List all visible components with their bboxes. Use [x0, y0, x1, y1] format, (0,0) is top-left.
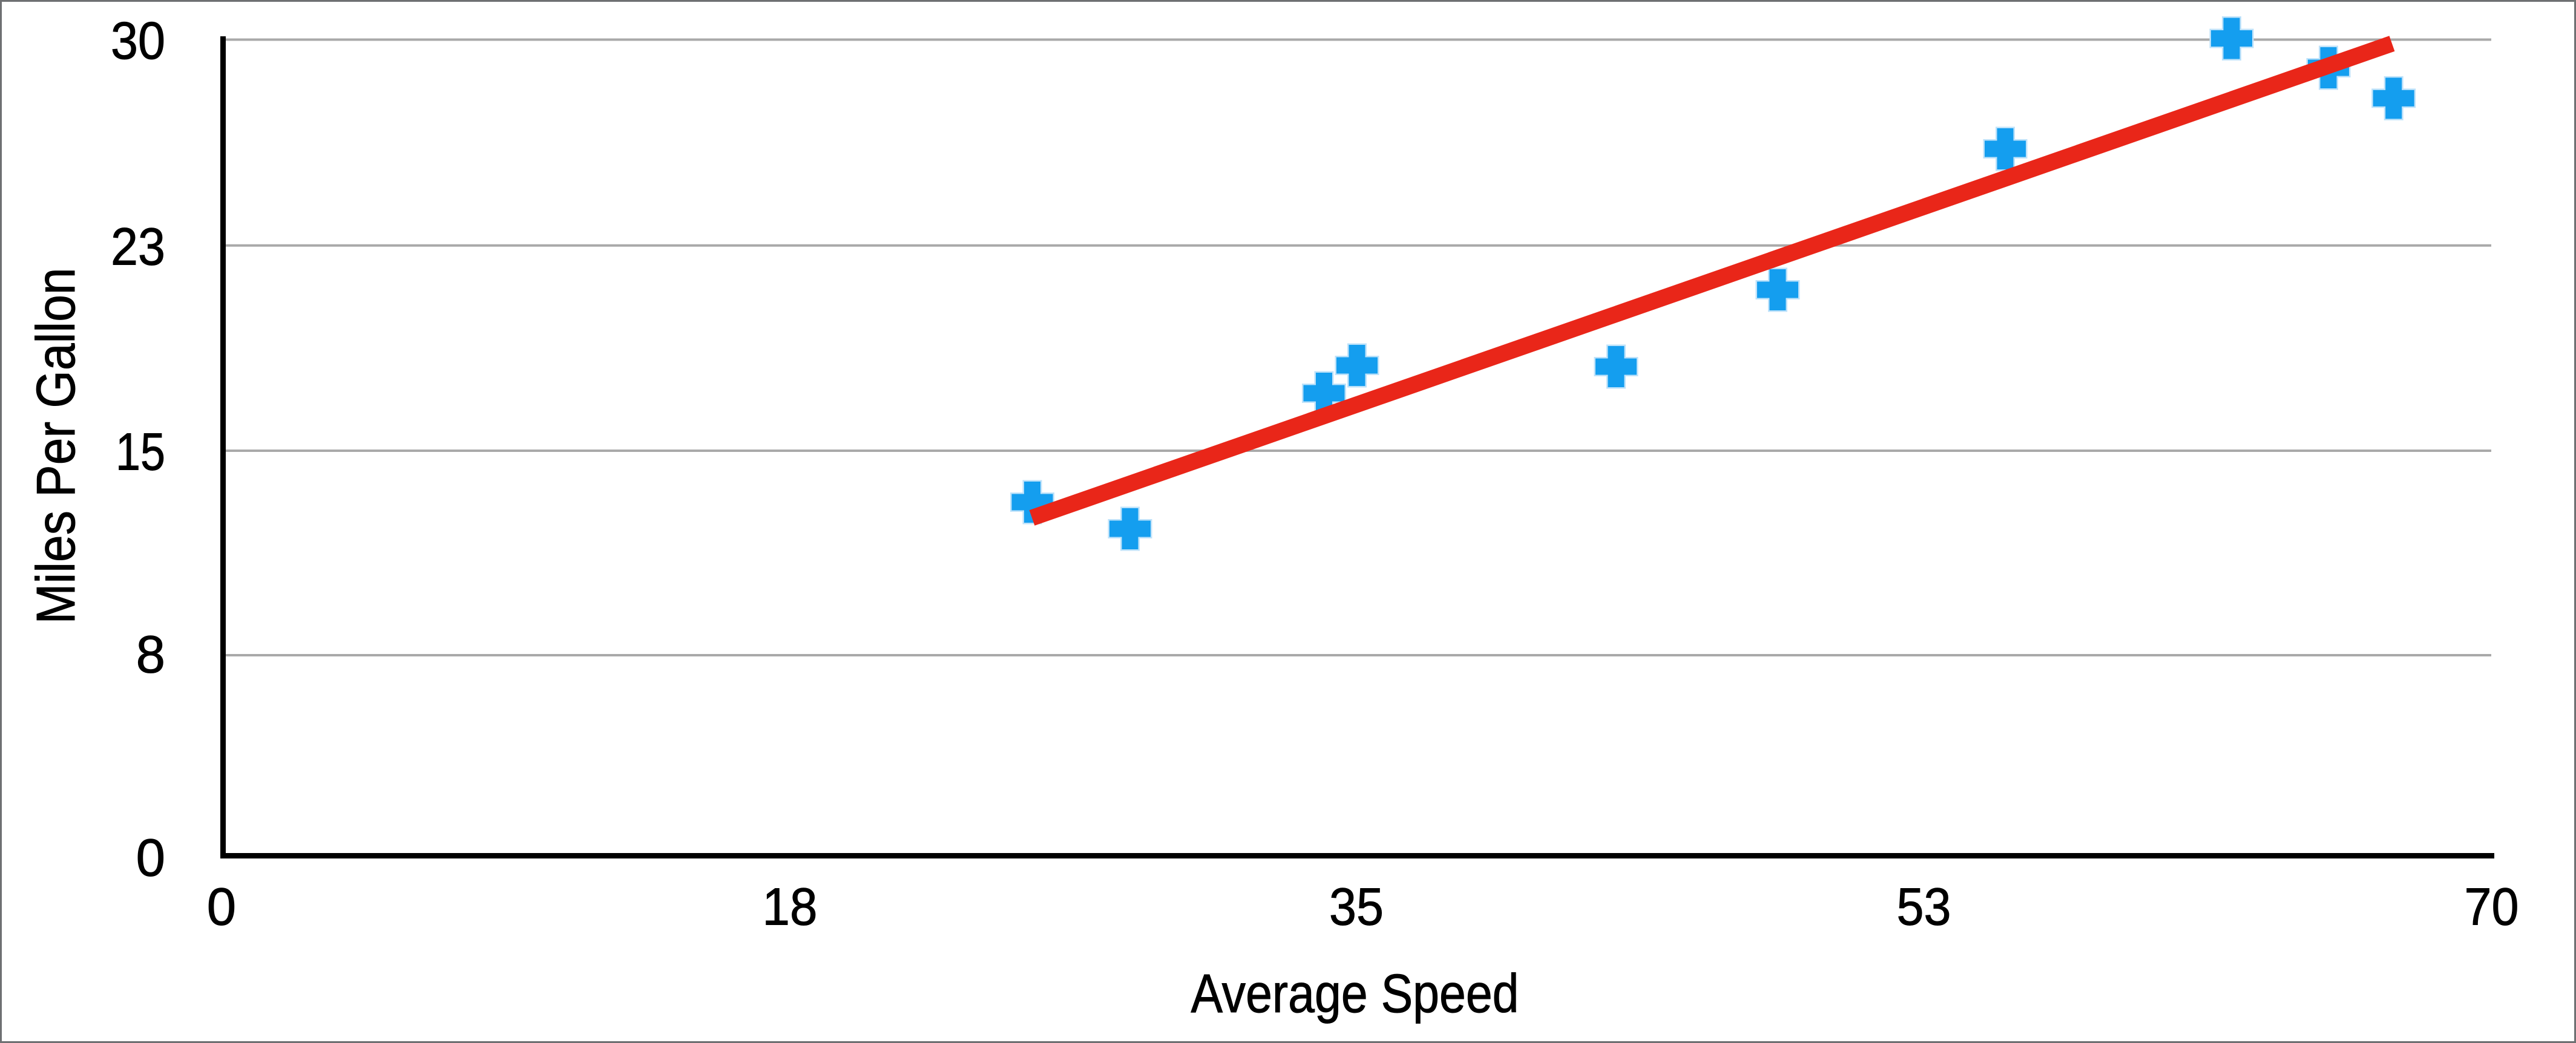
- svg-text:23: 23: [111, 218, 165, 276]
- svg-text:35: 35: [1329, 878, 1384, 937]
- svg-text:8: 8: [136, 626, 165, 684]
- svg-text:0: 0: [207, 878, 236, 937]
- svg-text:70: 70: [2465, 878, 2519, 937]
- svg-text:0: 0: [136, 829, 165, 888]
- svg-text:18: 18: [763, 878, 818, 937]
- svg-text:15: 15: [116, 423, 165, 482]
- svg-text:Average Speed: Average Speed: [1191, 964, 1519, 1024]
- svg-text:30: 30: [111, 11, 165, 70]
- svg-text:53: 53: [1897, 878, 1951, 937]
- svg-text:Miles Per Gallon: Miles Per Gallon: [26, 268, 87, 624]
